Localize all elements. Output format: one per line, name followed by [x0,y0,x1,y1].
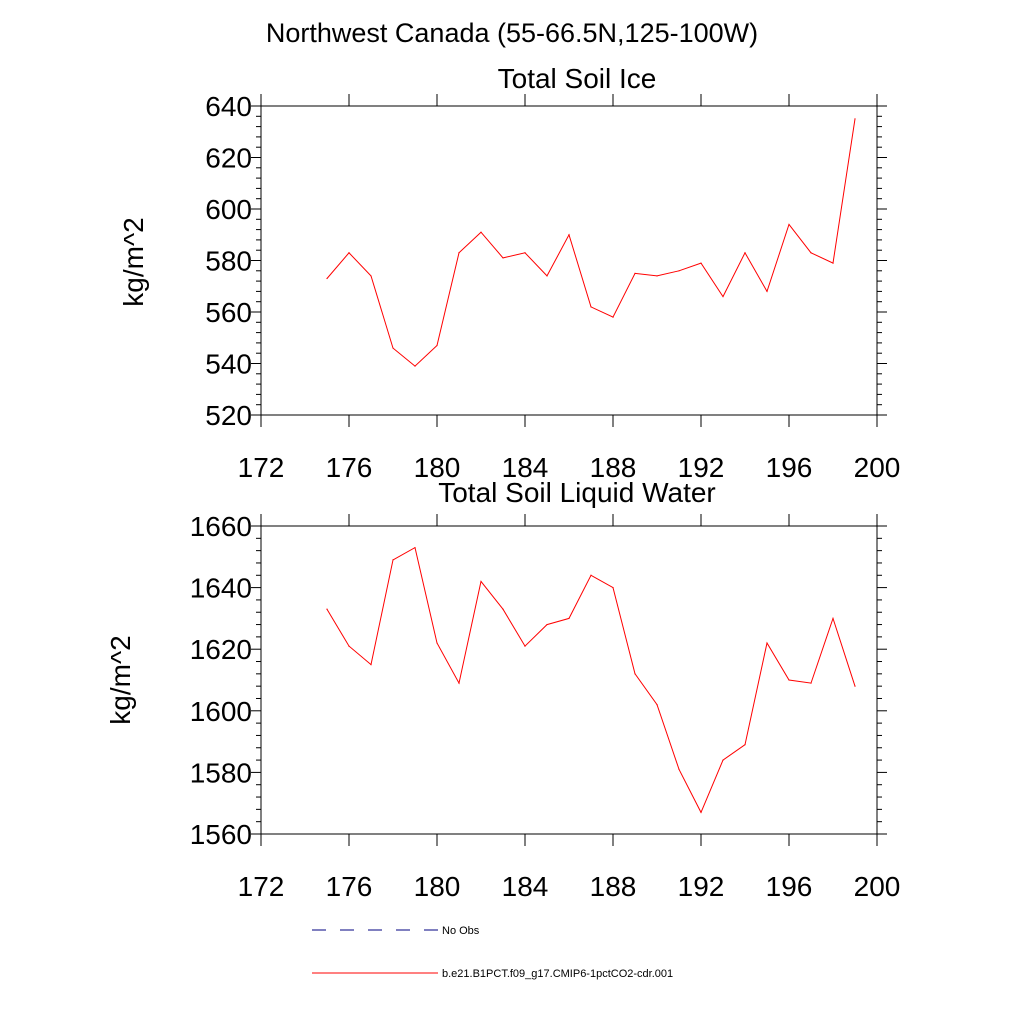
data-point [568,617,570,620]
x-tick-label: 172 [238,452,285,483]
data-point [744,744,746,746]
data-point [656,704,658,706]
x-tick-label: 184 [502,871,549,902]
data-point [546,275,548,277]
y-tick-label: 1560 [190,819,252,850]
data-point [700,811,702,814]
y-tick-label: 540 [205,349,252,380]
data-point [832,617,834,620]
chart-title: Total Soil Ice [498,63,657,94]
data-point [634,673,636,675]
data-point [854,118,856,120]
data-point [326,277,328,280]
legend-obs-label: No Obs [442,925,480,937]
data-point [634,272,636,274]
data-point [788,223,790,226]
legend: No Obs b.e21.B1PCT.f09_g17.CMIP6-1pctCO2… [312,925,673,980]
x-tick-label: 196 [766,452,813,483]
data-point [656,275,658,277]
data-point [524,252,526,254]
x-tick-label: 200 [854,452,901,483]
x-tick-label: 180 [414,452,461,483]
data-point [458,252,460,254]
panel-total-soil-liquid-water: Total Soil Liquid Water kg/m^2 172 176 180 18… [105,477,900,902]
data-point [722,759,724,761]
plot-frame [260,525,878,835]
y-tick-label: 1580 [190,757,252,788]
x-tick-label: 196 [766,871,813,902]
legend-model-label: b.e21.B1PCT.f09_g17.CMIP6-1pctCO2-cdr.00… [442,968,673,980]
data-point [480,580,482,583]
data-point [502,608,504,610]
data-point [370,275,372,277]
x-tick-label: 188 [590,871,637,902]
data-point [392,559,394,561]
data-point [392,347,394,349]
data-point [832,262,834,264]
series-line [326,118,856,367]
data-point [568,234,570,236]
data-point [854,685,856,687]
y-tick-label: 520 [205,400,252,431]
data-point [722,295,724,298]
y-tick-label: 600 [205,194,252,225]
figure-suptitle: Northwest Canada (55-66.5N,125-100W) [266,18,758,48]
data-point [700,262,702,264]
data-point [370,664,372,666]
x-tick-label: 176 [326,871,373,902]
data-point [546,623,548,626]
y-tick-label: 560 [205,297,252,328]
data-point [436,344,438,347]
x-tick-label: 184 [502,452,549,483]
data-point [810,682,812,684]
data-point [810,252,812,254]
data-point [590,574,592,576]
x-tick-label: 200 [854,871,901,902]
y-axis-label: kg/m^2 [105,635,136,724]
x-tick-label: 192 [678,871,725,902]
data-point [678,768,680,770]
data-point [612,587,614,589]
data-point [612,316,614,318]
data-point [590,306,592,308]
data-point [480,231,482,233]
data-point [788,679,790,681]
data-point [348,645,350,647]
data-point [502,257,504,259]
data-point [524,645,526,647]
y-tick-label: 640 [205,91,252,122]
x-tick-label: 188 [590,452,637,483]
series-line [326,546,856,814]
data-point [766,290,768,292]
data-point [414,546,416,549]
plot-frame [260,105,878,416]
y-tick-label: 580 [205,246,252,277]
x-tick-label: 176 [326,452,373,483]
x-tick-label: 180 [414,871,461,902]
y-tick-label: 620 [205,143,252,174]
chart-title: Total Soil Liquid Water [438,477,716,508]
y-tick-label: 1600 [190,696,252,727]
data-point [414,365,416,367]
x-tick-label: 192 [678,452,725,483]
data-point [744,252,746,254]
y-axis-label: kg/m^2 [118,217,149,306]
data-point [326,608,328,610]
data-point [348,252,350,254]
y-tick-label: 1640 [190,573,252,604]
panel-total-soil-ice: Total Soil Ice kg/m^2 172 176 180 184 188 192 19… [118,63,900,483]
y-tick-label: 1660 [190,511,252,542]
data-point [678,270,680,272]
data-point [436,642,438,644]
data-point [458,682,460,684]
data-point [766,642,768,644]
x-tick-label: 172 [238,871,285,902]
y-tick-label: 1620 [190,634,252,665]
